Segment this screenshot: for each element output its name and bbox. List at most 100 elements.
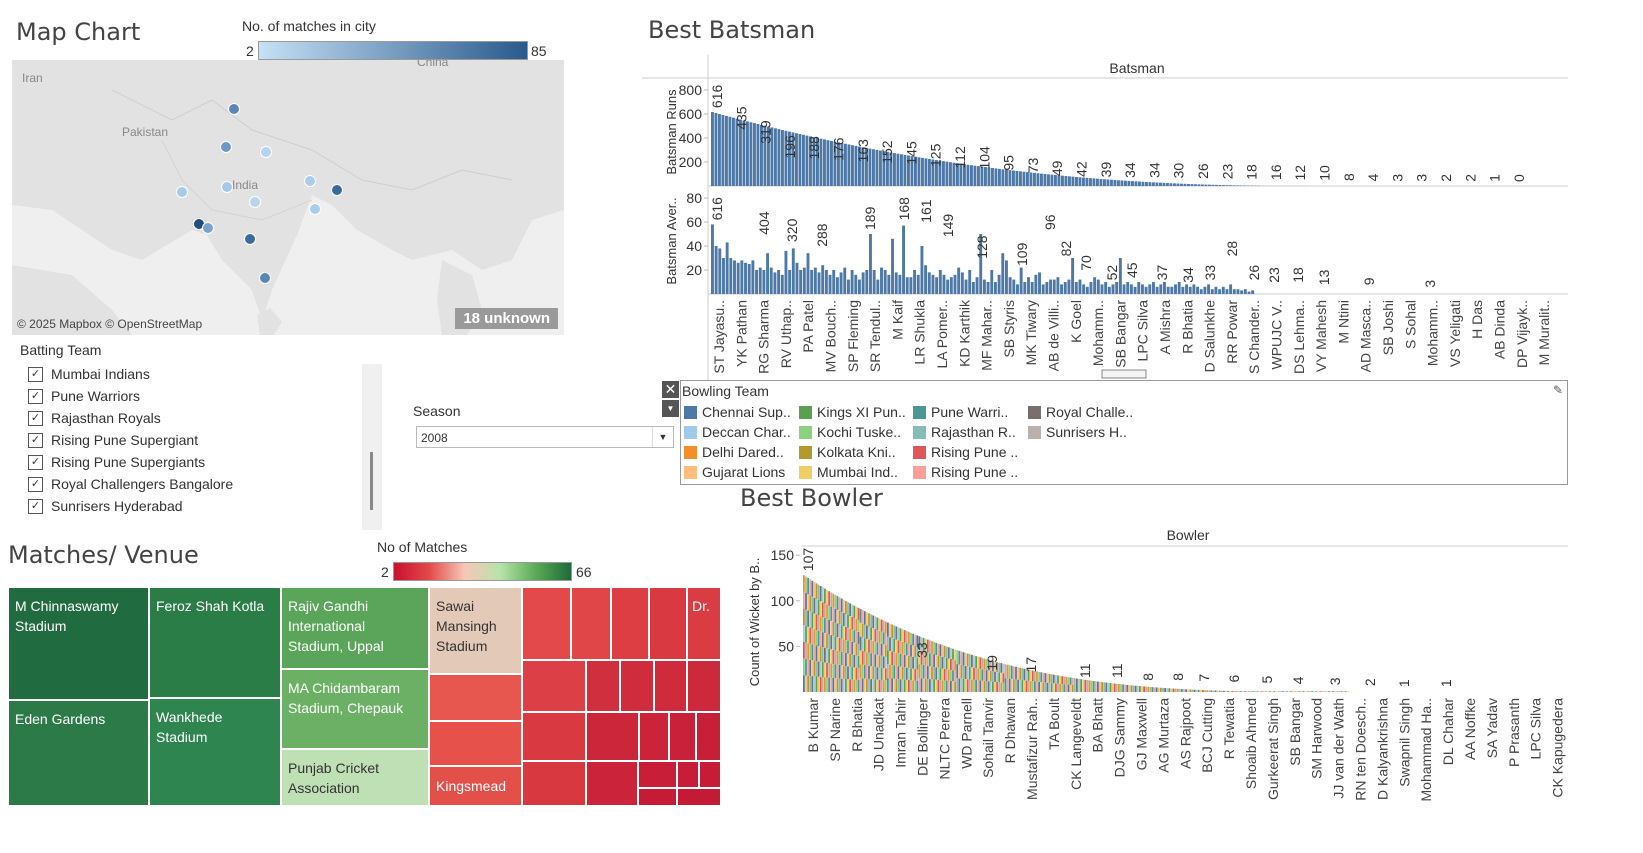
- batting-team-option[interactable]: ✓ Rajasthan Royals: [28, 408, 161, 428]
- map-city-dot[interactable]: [221, 181, 233, 193]
- venue-cell[interactable]: [654, 660, 687, 712]
- venue-cell[interactable]: [429, 721, 522, 766]
- map-label-india: India: [232, 178, 259, 192]
- venue-cell[interactable]: [696, 712, 721, 761]
- bowling-legend-item[interactable]: Royal Challe..: [1028, 402, 1133, 422]
- chevron-down-icon[interactable]: ▼: [652, 427, 673, 447]
- map-city-dot[interactable]: [304, 175, 316, 187]
- venue-cell[interactable]: [571, 587, 611, 660]
- bowling-legend-item[interactable]: Rising Pune ..: [913, 442, 1018, 462]
- bowling-legend-item[interactable]: Kings XI Pun..: [799, 402, 906, 422]
- venue-cell[interactable]: [522, 587, 571, 660]
- venue-cell[interactable]: [586, 761, 638, 806]
- bowler-bar: [817, 600, 820, 616]
- bowling-legend-item[interactable]: Delhi Dared..: [684, 442, 784, 462]
- batting-team-option[interactable]: ✓ Rising Pune Supergiant: [28, 430, 198, 450]
- venue-cell[interactable]: [669, 712, 696, 761]
- checkbox-checked-icon[interactable]: ✓: [28, 366, 43, 382]
- venue-cell[interactable]: [677, 761, 699, 788]
- checkbox-checked-icon[interactable]: ✓: [28, 388, 43, 404]
- season-select[interactable]: 2008 ▼: [416, 426, 674, 448]
- venue-cell[interactable]: [638, 788, 677, 806]
- venue-cell[interactable]: [522, 712, 586, 761]
- bowling-legend-item[interactable]: Mumbai Ind..: [799, 462, 898, 482]
- venue-cell[interactable]: [429, 674, 522, 721]
- venue-cell[interactable]: [638, 761, 677, 788]
- batting-filter-scroll-thumb[interactable]: [370, 452, 373, 510]
- batting-team-option[interactable]: ✓ Mumbai Indians: [28, 364, 150, 384]
- close-icon[interactable]: ✕: [662, 381, 679, 398]
- bowling-legend-item[interactable]: Chennai Sup..: [684, 402, 791, 422]
- bowler-bar: [866, 612, 868, 626]
- venue-cell[interactable]: Sawai Mansingh Stadium: [429, 587, 522, 674]
- batsman-name: VY Mahesh: [1313, 300, 1329, 372]
- runs-bar: [823, 139, 826, 186]
- bowler-bar: [939, 680, 942, 692]
- bowler-bar: [855, 667, 858, 680]
- venue-cell[interactable]: MA Chidambaram Stadium, Chepauk: [281, 669, 429, 749]
- bowler-bar: [815, 614, 818, 630]
- map-city-dot[interactable]: [249, 196, 261, 208]
- venue-cell[interactable]: [639, 712, 669, 761]
- checkbox-checked-icon[interactable]: ✓: [28, 476, 43, 492]
- edit-icon[interactable]: ✎: [1552, 383, 1563, 397]
- batting-team-option[interactable]: ✓ Rising Pune Supergiants: [28, 452, 205, 472]
- venue-cell[interactable]: [620, 660, 654, 712]
- batting-team-option[interactable]: ✓ Royal Challengers Bangalore: [28, 474, 233, 494]
- batting-filter-scrollbar[interactable]: [362, 364, 382, 530]
- bowler-data-label: 33: [914, 642, 930, 658]
- map-view[interactable]: Iran Pakistan India China © 2025 Mapbox …: [12, 60, 564, 335]
- venue-cell[interactable]: [586, 712, 639, 761]
- batsman-name: AD Masca..: [1358, 300, 1374, 372]
- venue-cell[interactable]: Rajiv Gandhi International Stadium, Uppa…: [281, 587, 429, 669]
- bowling-legend-item[interactable]: Rising Pune ..: [913, 462, 1018, 482]
- bowler-chart[interactable]: Bowler Count of Wicket by B.. 150 100 50 1…: [742, 522, 1568, 812]
- venue-cell[interactable]: Dr.: [687, 587, 721, 660]
- venue-cell[interactable]: M Chinnaswamy Stadium: [8, 587, 149, 700]
- venue-cell[interactable]: [687, 660, 721, 712]
- avg-data-label: 3: [1422, 280, 1438, 288]
- map-city-dot[interactable]: [176, 186, 188, 198]
- checkbox-checked-icon[interactable]: ✓: [28, 454, 43, 470]
- dropdown-icon[interactable]: ▼: [662, 400, 679, 417]
- checkbox-checked-icon[interactable]: ✓: [28, 410, 43, 426]
- bowling-legend-item[interactable]: Kolkata Kni..: [799, 442, 896, 462]
- venue-cell[interactable]: [522, 761, 586, 806]
- batting-team-option[interactable]: ✓ Pune Warriors: [28, 386, 140, 406]
- map-city-dot[interactable]: [220, 141, 232, 153]
- batsman-name: RG Sharma: [756, 300, 772, 374]
- checkbox-checked-icon[interactable]: ✓: [28, 432, 43, 448]
- venue-cell[interactable]: Eden Gardens: [8, 700, 149, 806]
- bowling-legend-item[interactable]: Kochi Tuske..: [799, 422, 901, 442]
- bowler-bar: [1046, 682, 1049, 692]
- map-city-dot[interactable]: [260, 146, 272, 158]
- venue-cell[interactable]: Wankhede Stadium: [149, 698, 281, 806]
- venue-cell[interactable]: [611, 587, 649, 660]
- batsman-chart[interactable]: Batsman Batsman Runs Batsman Aver.. 8006…: [642, 52, 1568, 380]
- avg-bar: [725, 242, 729, 294]
- batting-team-option[interactable]: ✓ Sunrisers Hyderabad: [28, 496, 183, 516]
- checkbox-checked-icon[interactable]: ✓: [28, 498, 43, 514]
- map-city-dot[interactable]: [259, 272, 271, 284]
- map-unknown-badge[interactable]: 18 unknown: [455, 308, 558, 329]
- bowling-legend-item[interactable]: Pune Warri..: [913, 402, 1008, 422]
- venue-cell[interactable]: Feroz Shah Kotla: [149, 587, 281, 698]
- runs-tick-label: 400: [679, 130, 703, 146]
- map-city-dot[interactable]: [331, 184, 343, 196]
- venue-cell[interactable]: [586, 660, 620, 712]
- venue-cell[interactable]: [699, 761, 721, 788]
- venue-cell[interactable]: [677, 788, 721, 806]
- venue-cell[interactable]: [649, 587, 687, 660]
- map-city-dot[interactable]: [309, 203, 321, 215]
- bowling-legend-item[interactable]: Gujarat Lions: [684, 462, 785, 482]
- map-city-dot[interactable]: [228, 103, 240, 115]
- venue-cell[interactable]: [522, 660, 586, 712]
- bowling-legend-item[interactable]: Deccan Char..: [684, 422, 791, 442]
- map-city-dot[interactable]: [244, 233, 256, 245]
- bowling-legend-item[interactable]: Sunrisers H..: [1028, 422, 1127, 442]
- venue-cell[interactable]: Punjab Cricket Association: [281, 749, 429, 806]
- venue-cell[interactable]: Kingsmead: [429, 766, 522, 806]
- bowling-legend-item[interactable]: Rajasthan R..: [913, 422, 1016, 442]
- map-city-dot[interactable]: [202, 222, 214, 234]
- bowler-bar: [828, 648, 830, 664]
